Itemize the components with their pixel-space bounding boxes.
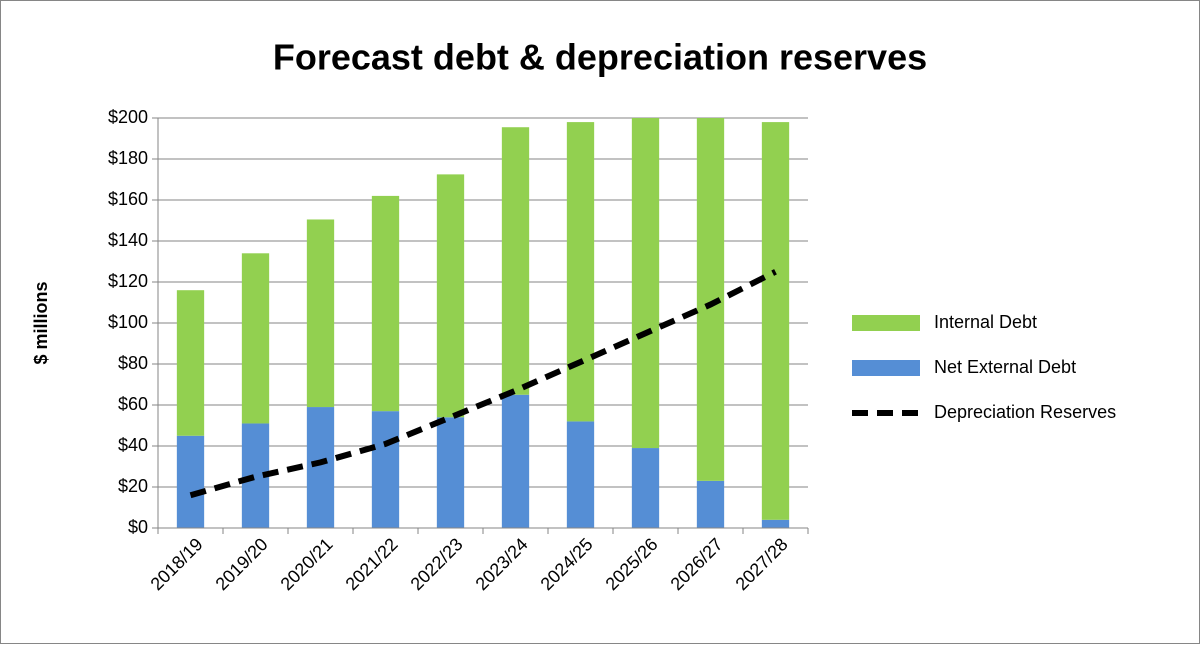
chart-title: Forecast debt & depreciation reserves [273,37,927,78]
line-series [189,269,777,499]
legend-swatch [852,360,920,376]
bar [241,253,270,424]
legend-label: Depreciation Reserves [934,402,1116,422]
bar [176,435,205,528]
bar [501,394,530,528]
y-tick-label: $120 [108,271,148,291]
bar [696,118,725,481]
bar [631,118,660,449]
bar [696,480,725,528]
y-tick-label: $100 [108,312,148,332]
bar [306,219,335,408]
bar [566,421,595,528]
y-tick-label: $160 [108,189,148,209]
legend-label: Net External Debt [934,357,1076,377]
bar [371,411,400,528]
y-tick-label: $140 [108,230,148,250]
bar [761,122,790,520]
bar [176,290,205,436]
bar [436,417,465,528]
y-tick-label: $60 [118,394,148,414]
y-tick-label: $40 [118,435,148,455]
y-tick-label: $200 [108,107,148,127]
legend-swatch [852,315,920,331]
bar [371,195,400,412]
bar [306,407,335,528]
y-tick-label: $0 [128,517,148,537]
legend-label: Internal Debt [934,312,1037,332]
y-tick-label: $180 [108,148,148,168]
y-tick-label: $20 [118,476,148,496]
plot-area [176,118,790,528]
bar [761,519,790,528]
bar [566,122,595,422]
bar [501,127,530,395]
y-tick-label: $80 [118,353,148,373]
y-axis-label: $ millions [31,281,51,364]
bar [436,174,465,418]
bar [631,448,660,528]
